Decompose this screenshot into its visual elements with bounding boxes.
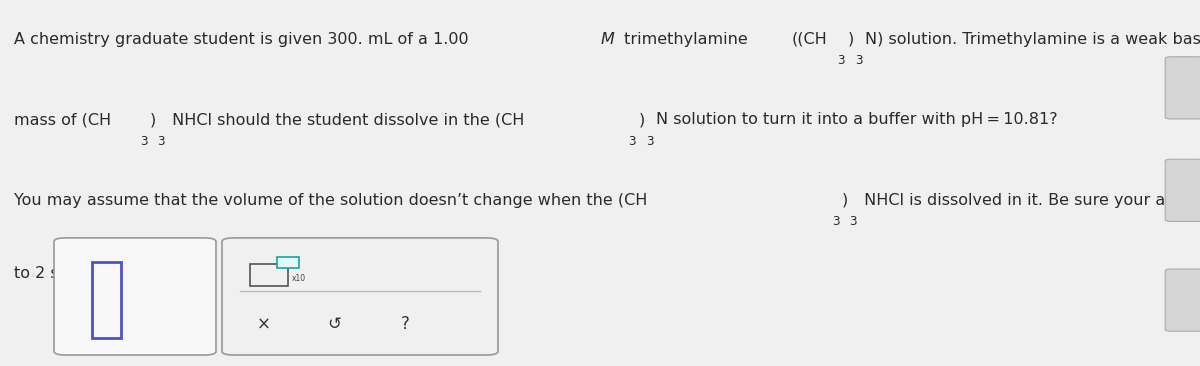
Text: NHCl is dissolved in it. Be sure your answer has a unit symbol,: NHCl is dissolved in it. Be sure your an…	[859, 193, 1200, 208]
FancyBboxPatch shape	[1165, 159, 1200, 221]
FancyBboxPatch shape	[222, 238, 498, 355]
Text: You may assume that the volume of the solution doesn’t change when the (CH: You may assume that the volume of the so…	[14, 193, 648, 208]
Text: 3: 3	[832, 215, 839, 228]
FancyBboxPatch shape	[277, 257, 299, 268]
Text: NHCl should the student dissolve in the (CH: NHCl should the student dissolve in the …	[168, 112, 524, 127]
Text: 3: 3	[856, 54, 863, 67]
Text: ?: ?	[401, 315, 409, 333]
Text: ((CH: ((CH	[792, 32, 827, 47]
Text: ): )	[638, 112, 644, 127]
Text: 3: 3	[850, 215, 857, 228]
Text: ↺: ↺	[328, 315, 342, 333]
FancyBboxPatch shape	[1165, 269, 1200, 331]
Text: ×: ×	[257, 315, 271, 333]
Text: ): )	[847, 32, 853, 47]
Text: mass of (CH: mass of (CH	[14, 112, 112, 127]
Text: trimethylamine: trimethylamine	[619, 32, 752, 47]
Text: ): )	[150, 112, 156, 127]
Text: N solution to turn it into a buffer with pH = 10.81?: N solution to turn it into a buffer with…	[656, 112, 1058, 127]
Text: 3: 3	[157, 135, 166, 147]
Text: 3: 3	[139, 135, 148, 147]
Text: to 2 significant digits.: to 2 significant digits.	[14, 266, 188, 281]
Text: 3: 3	[838, 54, 845, 67]
Text: N) solution. Trimethylamine is a weak base with: N) solution. Trimethylamine is a weak ba…	[865, 32, 1200, 47]
Text: A chemistry graduate student is given 300. mL of a 1.00: A chemistry graduate student is given 30…	[14, 32, 469, 47]
Text: x10: x10	[292, 274, 306, 283]
FancyBboxPatch shape	[1165, 57, 1200, 119]
FancyBboxPatch shape	[92, 262, 121, 338]
FancyBboxPatch shape	[54, 238, 216, 355]
Text: ): )	[841, 193, 847, 208]
Text: 3: 3	[629, 135, 636, 147]
Text: 3: 3	[647, 135, 654, 147]
Text: M: M	[601, 32, 614, 47]
FancyBboxPatch shape	[250, 264, 288, 286]
